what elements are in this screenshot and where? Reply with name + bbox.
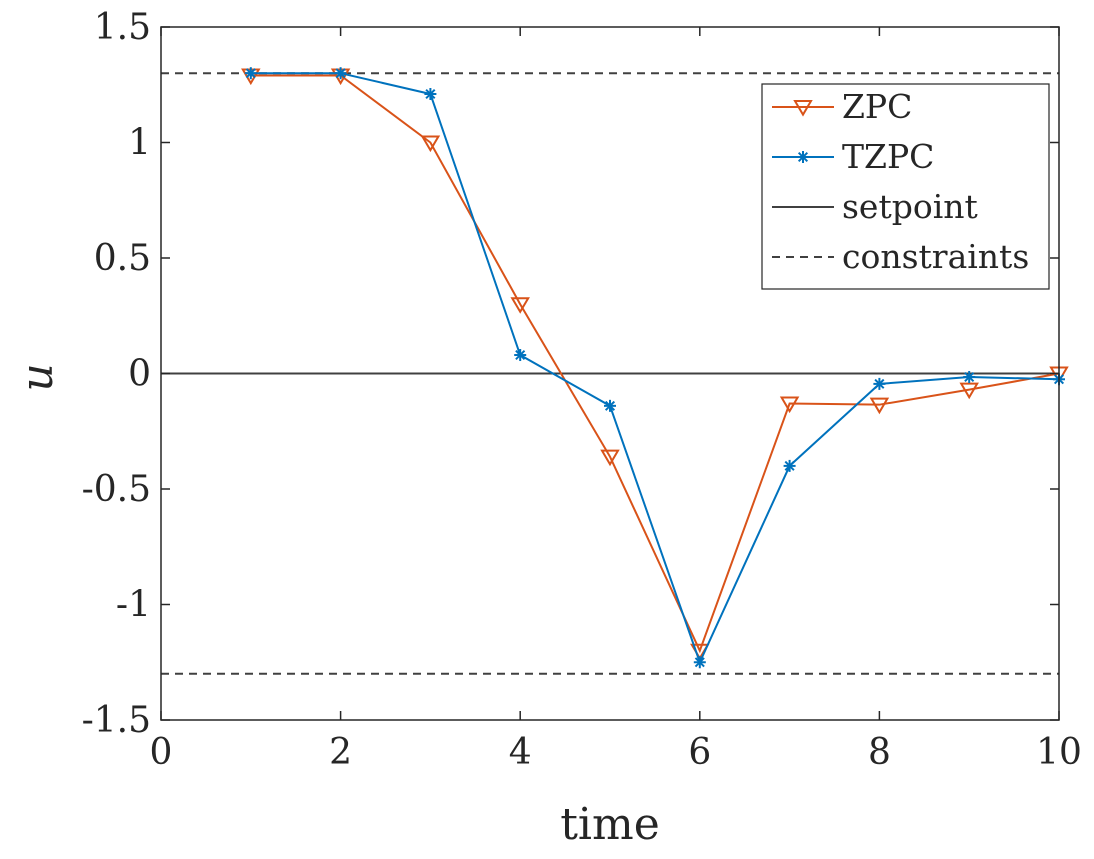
y-axis-label: u xyxy=(12,363,63,391)
asterisk-stroke xyxy=(515,349,526,361)
legend-box xyxy=(761,83,1050,290)
legend-label-zpc: ZPC xyxy=(842,87,912,126)
x-tick-label: 0 xyxy=(150,732,173,773)
asterisk-stroke xyxy=(245,68,256,79)
asterisk-stroke xyxy=(874,378,885,389)
tzpc-point xyxy=(604,399,616,412)
zpc-series-line xyxy=(250,74,1060,654)
y-tick-label: 0 xyxy=(128,354,151,395)
y-tick-label: -1.5 xyxy=(82,700,151,741)
y-tick-label: 1 xyxy=(128,123,151,164)
legend-marker-tzpc xyxy=(797,151,809,163)
x-tick-label: 10 xyxy=(1036,732,1082,773)
x-tick-label: 8 xyxy=(868,732,891,773)
legend: ZPC TZPC setpoint constraints xyxy=(761,83,1050,290)
tzpc-point xyxy=(334,67,347,80)
asterisk-stroke xyxy=(425,88,436,100)
asterisk-stroke xyxy=(964,371,975,382)
asterisk-stroke xyxy=(797,151,809,163)
zpc-point xyxy=(600,449,620,467)
legend-label-setpoint: setpoint xyxy=(842,187,978,226)
tzpc-series-line xyxy=(250,72,1060,665)
tzpc-point xyxy=(424,87,437,100)
zpc-point xyxy=(869,397,890,415)
zpc-point xyxy=(510,297,530,314)
tzpc-point xyxy=(963,370,976,383)
zpc-point xyxy=(779,396,800,414)
asterisk-stroke xyxy=(335,68,346,79)
y-tick-label: 0.5 xyxy=(94,238,151,279)
tzpc-point xyxy=(244,67,257,80)
legend-marker-zpc xyxy=(793,100,813,117)
y-tick-label: -1 xyxy=(116,585,151,626)
asterisk-stroke xyxy=(784,460,795,471)
x-tick-label: 2 xyxy=(329,732,352,773)
legend-label-tzpc: TZPC xyxy=(842,137,934,176)
x-tick-label: 4 xyxy=(509,732,532,773)
tzpc-point xyxy=(693,656,706,669)
axes: 0 2 4 6 8 10 1.5 1 0.5 0 -0.5 -1 -1.5 time u xyxy=(12,7,1082,850)
x-tick-label: 6 xyxy=(688,732,711,773)
asterisk-stroke xyxy=(694,657,705,668)
legend-label-constraints: constraints xyxy=(842,237,1029,276)
tzpc-point xyxy=(514,349,527,362)
asterisk-stroke xyxy=(604,400,616,411)
tzpc-point xyxy=(873,377,886,390)
zpc-point xyxy=(420,135,441,153)
tzpc-point xyxy=(783,459,796,472)
y-tick-label: -0.5 xyxy=(82,469,151,510)
x-axis-label: time xyxy=(560,799,660,850)
y-tick-label: 1.5 xyxy=(94,7,151,48)
zpc-point xyxy=(959,382,979,400)
